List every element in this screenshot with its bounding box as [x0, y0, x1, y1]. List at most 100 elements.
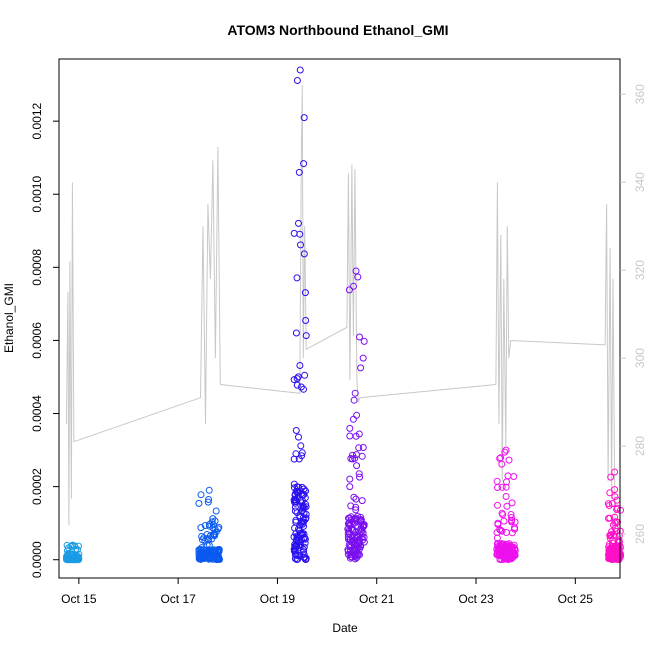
data-point	[356, 551, 363, 559]
plot-frame	[58, 58, 621, 579]
data-point	[346, 483, 354, 491]
data-point	[205, 546, 213, 554]
y2-tick-label: 300	[633, 348, 647, 368]
data-point	[295, 219, 302, 227]
data-point	[498, 483, 506, 491]
data-point	[291, 507, 299, 515]
point-cluster-6	[604, 468, 624, 564]
data-point	[509, 553, 517, 561]
data-point-peak	[69, 541, 77, 549]
data-point	[359, 529, 367, 537]
data-point	[300, 250, 308, 258]
data-point	[211, 517, 219, 525]
data-point	[360, 533, 368, 541]
data-point	[352, 506, 360, 514]
data-point	[301, 371, 309, 379]
y2-tick-label: 360	[633, 84, 647, 104]
x-tick-label: Oct 17	[160, 592, 196, 606]
data-point	[346, 535, 354, 543]
data-point	[502, 493, 510, 500]
data-point	[302, 332, 310, 340]
y2-tick-label: 320	[633, 260, 647, 280]
y2-tick-label: 280	[633, 436, 647, 456]
data-point	[208, 535, 216, 543]
data-point	[212, 507, 220, 515]
data-point	[201, 522, 209, 529]
data-point	[346, 424, 354, 432]
data-point-peak	[296, 66, 304, 74]
data-point	[359, 354, 367, 362]
x-tick-label: Oct 15	[61, 592, 97, 606]
data-point	[510, 549, 518, 556]
data-point	[508, 518, 515, 526]
x-axis-label: Date	[332, 621, 358, 635]
data-point	[302, 317, 310, 324]
data-point	[196, 550, 204, 558]
y2-tick-label: 340	[633, 172, 647, 192]
data-point	[351, 548, 359, 555]
data-point	[197, 524, 205, 532]
data-point	[344, 550, 352, 558]
data-point	[208, 554, 216, 562]
data-point	[508, 514, 515, 521]
chart-title: ATOM3 Northbound Ethanol_GMI	[227, 22, 448, 38]
data-point	[301, 289, 309, 297]
data-point	[297, 241, 304, 249]
data-point	[292, 450, 300, 458]
point-cluster-1	[62, 541, 83, 564]
data-point	[503, 502, 511, 510]
y-axis-label: Ethanol_GMI	[2, 283, 16, 353]
data-point	[347, 502, 355, 510]
data-point	[498, 460, 506, 468]
data-point	[352, 544, 360, 552]
data-point	[605, 547, 613, 555]
data-point	[352, 503, 360, 511]
data-point	[350, 282, 357, 290]
data-point	[511, 525, 519, 533]
data-point	[357, 517, 365, 525]
data-point	[347, 525, 355, 533]
y-tick-label: 0.0002	[30, 468, 44, 505]
data-point	[300, 385, 307, 393]
data-point	[345, 286, 353, 294]
point-cluster-3	[290, 66, 310, 563]
data-point	[295, 455, 303, 463]
plot-area	[62, 66, 624, 564]
x-tick-label: Oct 21	[359, 592, 395, 606]
data-point	[210, 546, 218, 554]
data-point	[500, 517, 508, 525]
data-point-peak	[611, 468, 619, 476]
data-point	[300, 160, 308, 168]
data-point	[295, 168, 303, 176]
y-tick-label: 0.0006	[30, 322, 44, 359]
data-point	[353, 462, 361, 470]
data-point	[302, 555, 310, 563]
y-tick-label: 0.0010	[30, 176, 44, 213]
data-point	[300, 530, 308, 538]
data-point	[299, 520, 307, 528]
data-point	[294, 552, 302, 559]
data-point	[356, 333, 363, 341]
data-point	[355, 470, 363, 478]
x-tick-label: Oct 23	[458, 592, 494, 606]
data-point	[605, 514, 612, 522]
x-tick-label: Oct 25	[558, 592, 594, 606]
data-point	[299, 506, 306, 514]
data-point	[346, 475, 354, 483]
data-point	[505, 456, 513, 464]
data-point	[67, 543, 75, 550]
data-point	[344, 520, 352, 528]
data-point	[350, 493, 358, 501]
data-point	[357, 364, 365, 372]
y-tick-label: 0.0000	[30, 541, 44, 578]
data-point	[295, 483, 302, 491]
data-point	[346, 521, 354, 529]
data-point	[295, 433, 302, 441]
data-point	[211, 554, 219, 562]
data-point	[302, 487, 309, 495]
data-point	[608, 500, 616, 508]
data-point	[607, 473, 615, 481]
data-point	[293, 542, 301, 550]
data-point	[302, 514, 310, 522]
